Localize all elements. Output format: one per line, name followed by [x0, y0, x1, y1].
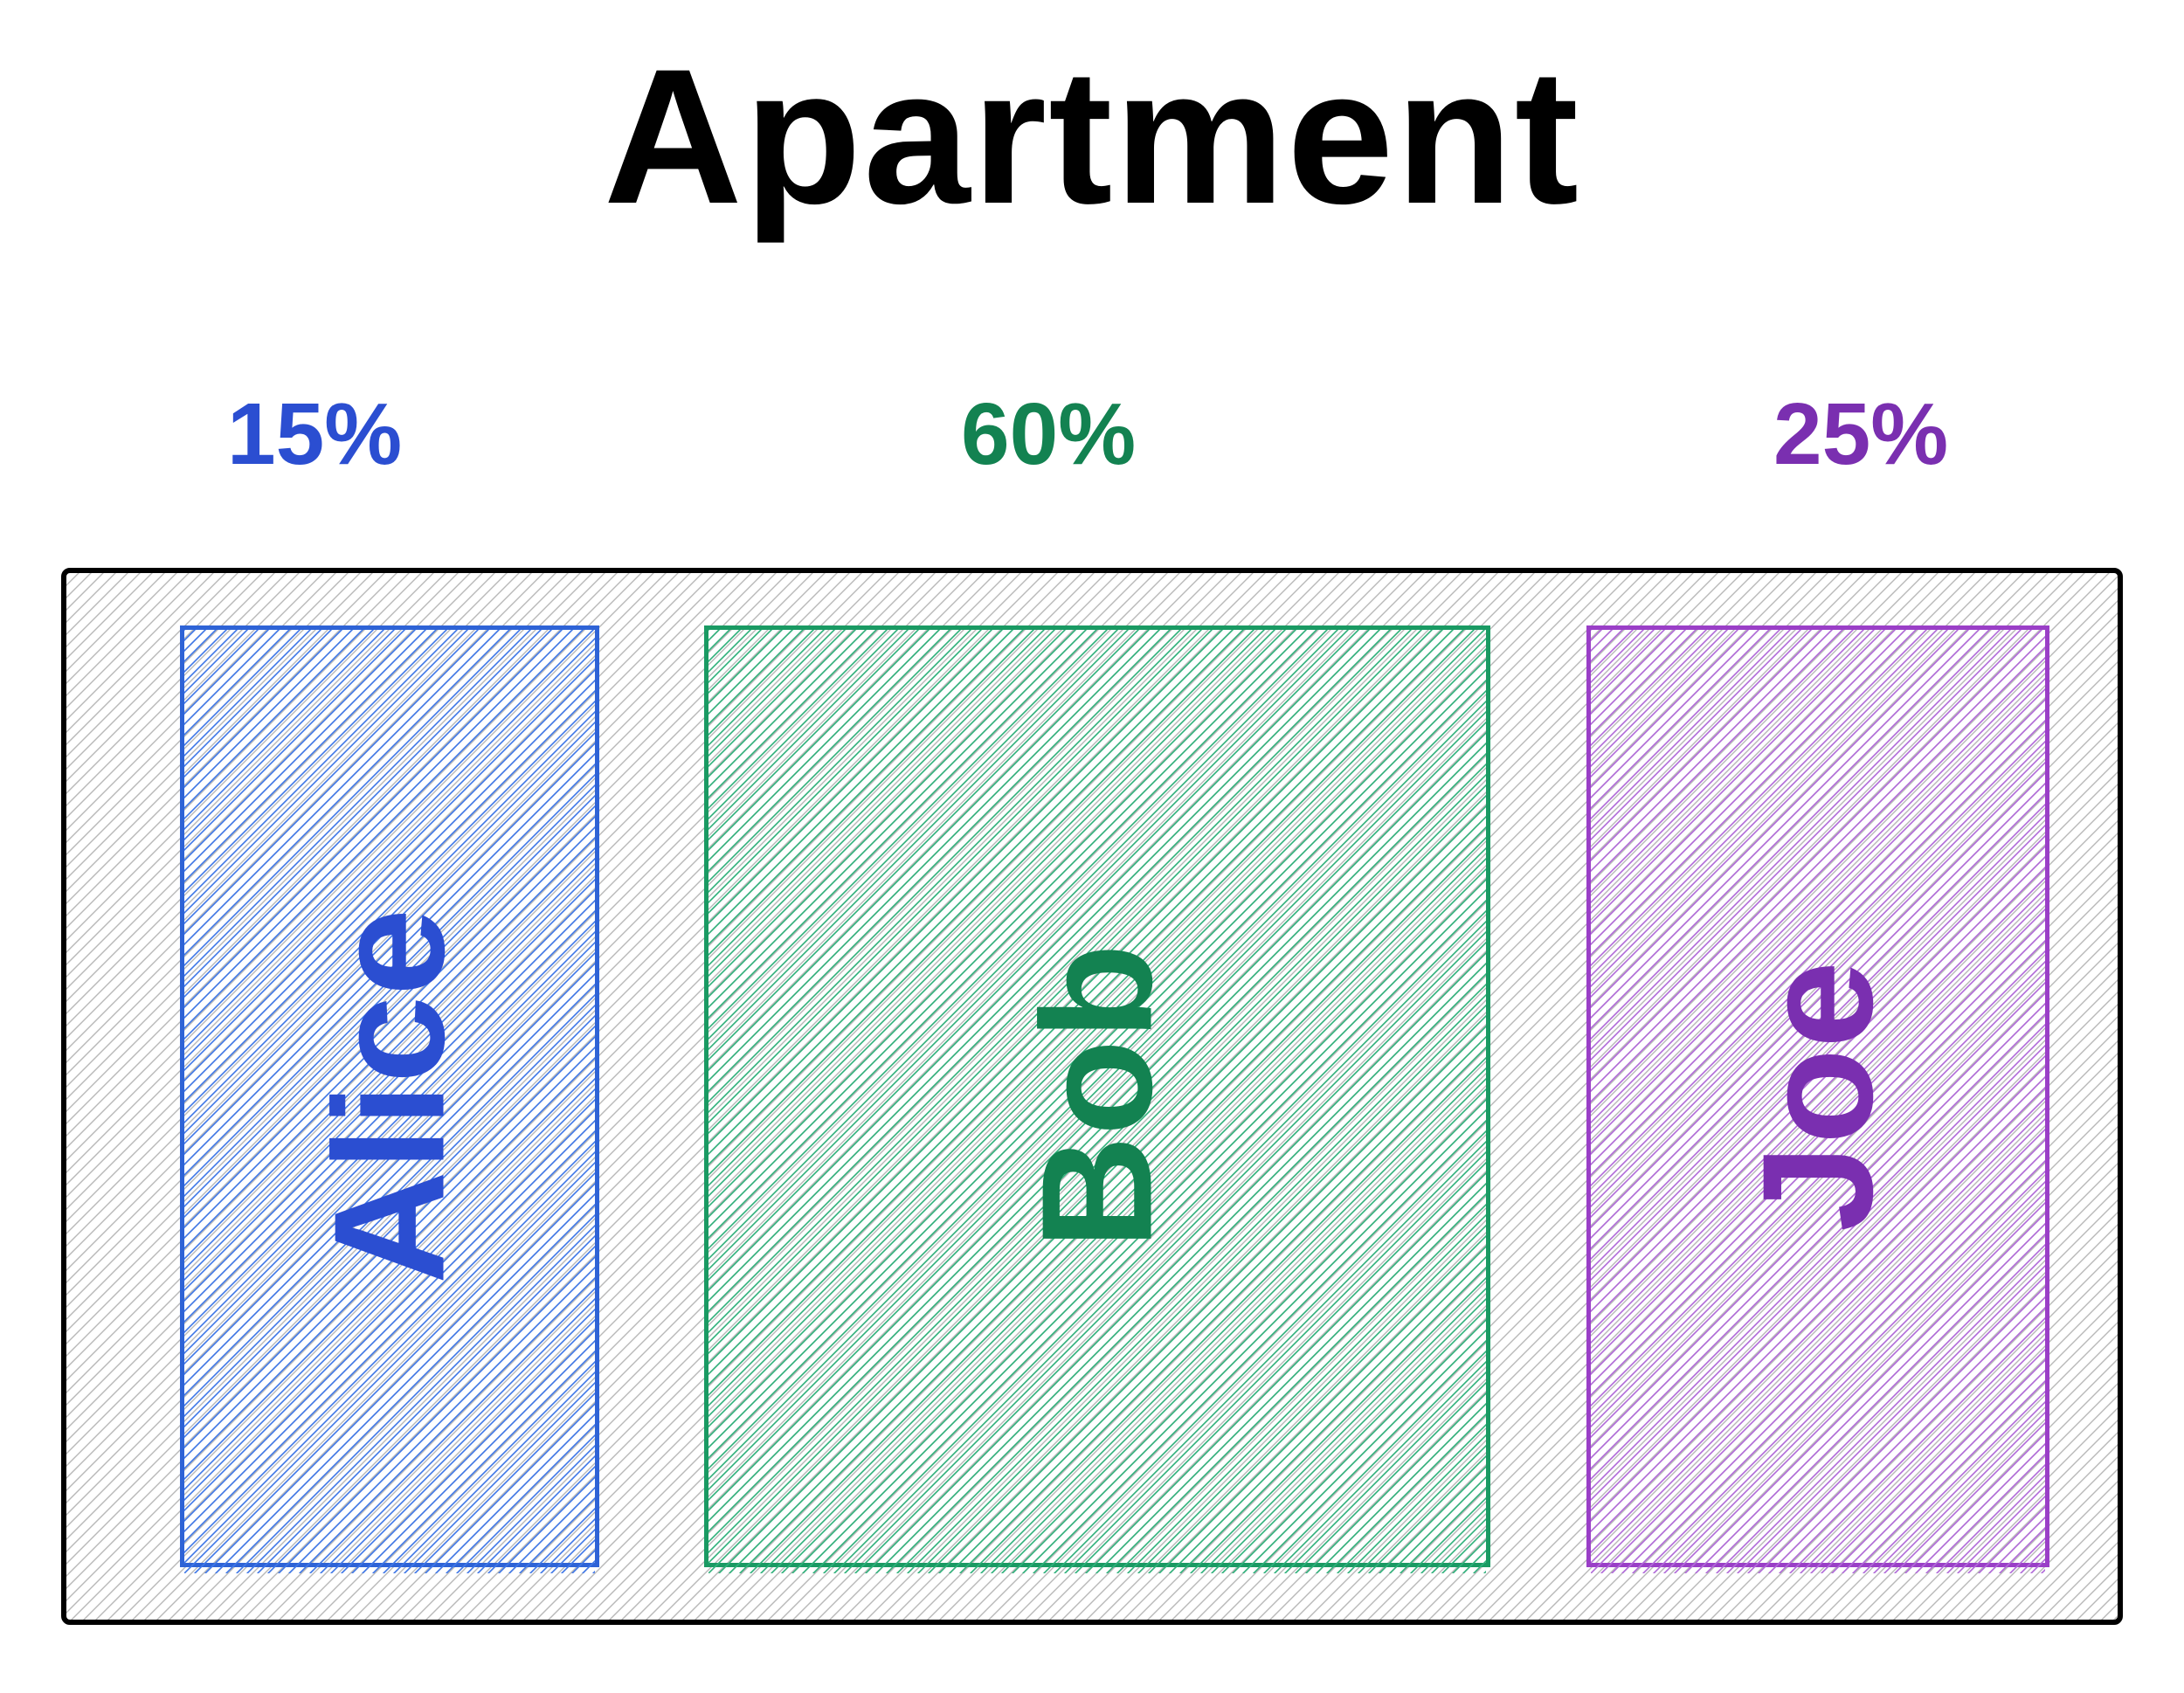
- room-alice-label: Alice: [300, 909, 480, 1284]
- pct-label-bob: 60%: [961, 384, 1136, 485]
- percentage-row: 15% 60% 25%: [61, 384, 2123, 507]
- diagram-title: Apartment: [0, 26, 2184, 247]
- room-bob: Bob: [704, 625, 1490, 1567]
- room-joe: Joe: [1586, 625, 2049, 1567]
- pct-label-alice: 15%: [227, 384, 402, 485]
- room-bob-label: Bob: [1007, 943, 1188, 1249]
- apartment-container: Alice Bob Joe: [61, 568, 2123, 1625]
- room-alice: Alice: [180, 625, 599, 1567]
- room-joe-label: Joe: [1728, 961, 1909, 1232]
- pct-label-joe: 25%: [1773, 384, 1948, 485]
